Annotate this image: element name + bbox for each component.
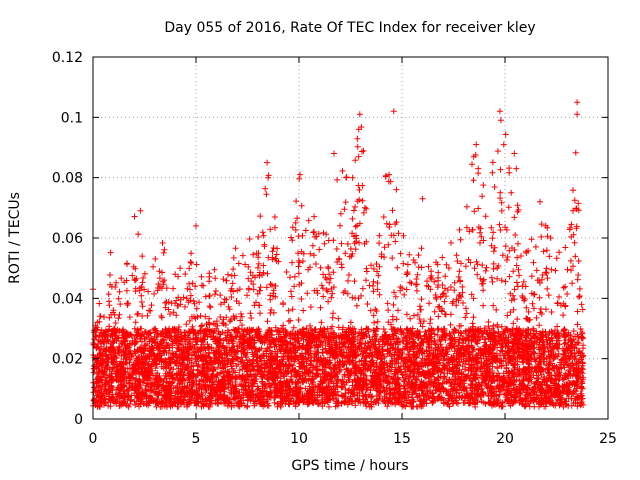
y-tick-label: 0.02 [52, 352, 83, 368]
axis-ticks [92, 56, 609, 420]
y-tick-label: 0.04 [52, 291, 83, 307]
y-tick-label: 0.1 [61, 110, 83, 126]
data-points [90, 99, 587, 410]
x-tick-label: 20 [496, 431, 514, 447]
y-axis-label: ROTI / TECUs [7, 192, 23, 284]
x-axis-label: GPS time / hours [291, 458, 408, 474]
x-tick-label: 15 [393, 431, 411, 447]
x-tick-label: 0 [89, 431, 98, 447]
y-tick-label: 0.06 [52, 231, 83, 247]
x-tick-label: 10 [290, 431, 308, 447]
x-tick-label: 5 [192, 431, 201, 447]
y-tick-label: 0 [74, 412, 83, 428]
y-tick-label: 0.08 [52, 171, 83, 187]
axis-tick-labels: 0 5 10 15 20 25 0 0.02 0.04 0.06 0.08 0.1 0.12 [52, 50, 617, 447]
chart-title: Day 055 of 2016, Rate Of TEC Index for r… [164, 20, 535, 36]
x-tick-label: 25 [599, 431, 617, 447]
data-point-markers [90, 99, 587, 410]
y-tick-label: 0.12 [52, 50, 83, 66]
